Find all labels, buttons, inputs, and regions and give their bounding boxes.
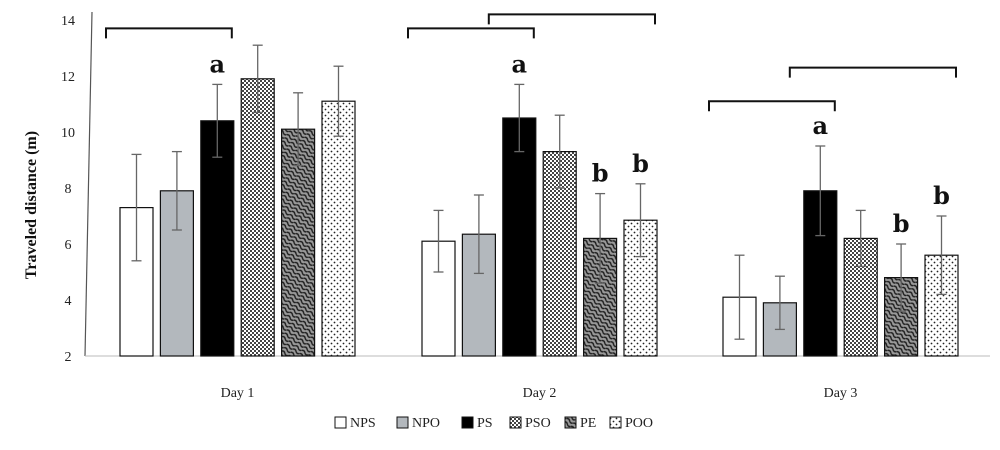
category-label: Day 1 bbox=[221, 386, 255, 401]
legend-label-poo: POO bbox=[625, 416, 653, 431]
legend-swatch-npo bbox=[396, 416, 409, 429]
y-tick-label: 10 bbox=[61, 126, 75, 141]
y-tick-label: 8 bbox=[65, 182, 72, 197]
significance-letter: b bbox=[933, 181, 950, 210]
y-ticks: 2 4 6 8 10 12 14 bbox=[61, 14, 75, 365]
error-bars bbox=[131, 44, 947, 340]
y-tick-label: 6 bbox=[65, 238, 72, 253]
legend-swatch-pso bbox=[509, 416, 522, 429]
y-tick-label: 4 bbox=[65, 294, 72, 309]
y-tick-label: 2 bbox=[65, 350, 72, 365]
y-tick-label: 14 bbox=[61, 14, 75, 29]
legend-label-ps: PS bbox=[477, 416, 493, 431]
bar-ps-2 bbox=[502, 117, 537, 357]
bar-pe-1 bbox=[281, 128, 316, 357]
category-label: Day 2 bbox=[523, 386, 557, 401]
significance-letter: a bbox=[813, 111, 829, 140]
significance-brackets bbox=[105, 13, 957, 112]
category-label: Day 3 bbox=[824, 386, 858, 401]
bars bbox=[119, 78, 959, 357]
comparison-bracket bbox=[487, 13, 656, 25]
significance-letter: a bbox=[512, 49, 528, 78]
legend-label-pe: PE bbox=[580, 416, 596, 431]
comparison-bracket bbox=[708, 100, 836, 112]
bar-poo-1 bbox=[321, 100, 356, 357]
legend-swatch-nps bbox=[334, 416, 347, 429]
y-axis-title: Traveled distance (m) bbox=[23, 131, 40, 279]
y-axis-line bbox=[84, 11, 93, 357]
significance-letter: b bbox=[632, 149, 649, 178]
legend-label-nps: NPS bbox=[350, 416, 376, 431]
legend-label-npo: NPO bbox=[412, 416, 440, 431]
legend: NPS NPO PS PSO PE POO bbox=[334, 416, 653, 431]
significance-letter: b bbox=[592, 159, 609, 188]
comparison-bracket bbox=[788, 66, 957, 78]
category-labels: Day 1 Day 2 Day 3 bbox=[221, 386, 858, 401]
legend-swatch-ps bbox=[461, 416, 474, 429]
legend-label-pso: PSO bbox=[525, 416, 551, 431]
significance-letter: a bbox=[210, 49, 226, 78]
legend-swatch-pe bbox=[564, 416, 577, 429]
bar-ps-1 bbox=[200, 120, 235, 357]
y-tick-label: 12 bbox=[61, 70, 75, 85]
bar-pso-1 bbox=[240, 78, 275, 357]
comparison-bracket bbox=[407, 27, 535, 39]
comparison-bracket bbox=[105, 27, 233, 39]
significance-letter: b bbox=[893, 209, 910, 238]
legend-swatch-poo bbox=[609, 416, 622, 429]
